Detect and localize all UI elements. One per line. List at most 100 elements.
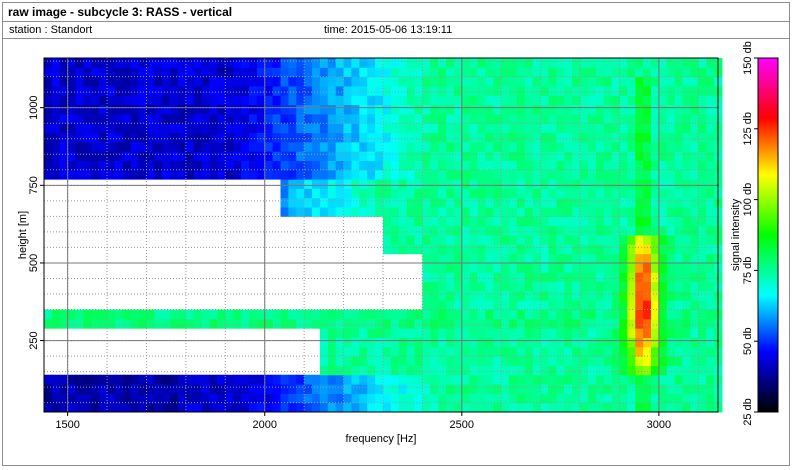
heat-cell bbox=[635, 272, 644, 283]
heat-cell bbox=[493, 104, 502, 115]
heat-cell bbox=[516, 346, 526, 357]
heat-cell bbox=[453, 207, 463, 217]
heat-cell bbox=[587, 188, 597, 199]
heat-cell bbox=[430, 253, 439, 264]
heat-cell bbox=[556, 393, 565, 404]
heat-cell bbox=[398, 188, 408, 199]
heat-cell bbox=[241, 374, 250, 385]
heat-cell bbox=[430, 272, 439, 283]
heat-cell bbox=[485, 197, 494, 208]
heat-cell bbox=[572, 290, 581, 301]
heat-cell bbox=[382, 235, 392, 245]
heat-cell bbox=[650, 113, 660, 124]
heat-cell bbox=[690, 384, 699, 394]
heat-cell bbox=[572, 113, 581, 124]
heat-cell bbox=[154, 123, 163, 134]
heat-cell bbox=[122, 318, 132, 329]
heat-cell bbox=[185, 318, 195, 329]
heat-cell bbox=[130, 402, 140, 413]
heat-cell bbox=[540, 85, 550, 96]
heat-cell bbox=[430, 76, 439, 87]
heat-cell bbox=[580, 85, 589, 96]
heat-cell bbox=[611, 207, 620, 217]
heat-cell bbox=[674, 225, 684, 236]
heat-cell bbox=[288, 188, 297, 199]
heat-cell bbox=[319, 169, 329, 180]
heat-cell bbox=[603, 179, 613, 189]
heat-cell bbox=[469, 235, 479, 245]
heat-cell bbox=[67, 85, 77, 96]
heat-cell bbox=[146, 374, 155, 385]
heat-cell bbox=[682, 141, 691, 152]
heat-cell bbox=[201, 104, 211, 115]
heat-cell bbox=[248, 318, 258, 329]
heat-cell bbox=[248, 104, 258, 115]
heat-cell bbox=[690, 76, 699, 87]
heat-cell bbox=[595, 384, 605, 394]
heat-cell bbox=[690, 95, 699, 106]
heat-cell bbox=[650, 235, 660, 245]
heat-cell bbox=[185, 374, 195, 385]
heat-cell bbox=[178, 67, 187, 78]
heat-cell bbox=[414, 123, 423, 134]
heat-cell bbox=[501, 141, 510, 152]
heat-cell bbox=[335, 374, 345, 385]
heat-cell bbox=[335, 132, 345, 143]
heat-cell bbox=[595, 235, 605, 245]
heat-cell bbox=[438, 225, 447, 236]
heat-cell bbox=[509, 290, 518, 301]
heat-cell bbox=[430, 113, 439, 124]
heat-cell bbox=[178, 384, 187, 394]
heat-cell bbox=[674, 402, 684, 413]
heat-cell bbox=[706, 207, 715, 217]
heat-cell bbox=[122, 151, 132, 161]
heat-cell bbox=[335, 123, 345, 134]
heat-cell bbox=[390, 328, 400, 338]
heat-cell bbox=[453, 365, 463, 376]
heat-cell bbox=[59, 85, 69, 96]
heat-cell bbox=[406, 393, 415, 404]
heat-cell bbox=[643, 95, 652, 106]
heat-cell bbox=[375, 318, 384, 329]
heat-cell bbox=[272, 393, 281, 404]
heat-cell bbox=[99, 104, 108, 115]
heat-cell bbox=[556, 113, 565, 124]
heat-cell bbox=[359, 356, 368, 366]
heat-cell bbox=[603, 384, 613, 394]
heat-cell bbox=[572, 235, 581, 245]
heat-cell bbox=[414, 132, 423, 143]
heat-cell bbox=[564, 356, 573, 366]
heat-cell bbox=[619, 169, 628, 180]
heat-cell bbox=[627, 393, 636, 404]
heat-cell bbox=[193, 384, 203, 394]
heat-cell bbox=[359, 141, 368, 152]
heat-cell bbox=[296, 67, 305, 78]
heat-cell bbox=[627, 337, 636, 348]
heat-cell bbox=[477, 384, 486, 394]
heat-cell bbox=[650, 272, 660, 283]
heat-cell bbox=[619, 384, 628, 394]
heat-cell bbox=[485, 384, 494, 394]
heat-cell bbox=[548, 160, 557, 171]
heat-cell bbox=[698, 393, 707, 404]
heat-cell bbox=[367, 309, 376, 320]
heat-cell bbox=[335, 309, 345, 320]
heat-cell bbox=[493, 300, 502, 311]
heat-cell bbox=[193, 318, 203, 329]
heat-cell bbox=[406, 123, 415, 134]
heat-cell bbox=[390, 225, 400, 236]
heat-cell bbox=[312, 374, 321, 385]
heat-cell bbox=[178, 123, 187, 134]
heat-cell bbox=[706, 272, 715, 283]
heat-cell bbox=[556, 141, 565, 152]
heat-cell bbox=[477, 169, 486, 180]
heat-cell bbox=[319, 365, 329, 376]
heat-cell bbox=[446, 290, 455, 301]
heat-cell bbox=[83, 132, 92, 143]
heat-cell bbox=[359, 374, 368, 385]
heat-cell bbox=[59, 309, 69, 320]
heat-cell bbox=[414, 141, 423, 152]
heat-cell bbox=[493, 95, 502, 106]
heat-cell bbox=[312, 318, 321, 329]
heat-cell bbox=[643, 179, 652, 189]
